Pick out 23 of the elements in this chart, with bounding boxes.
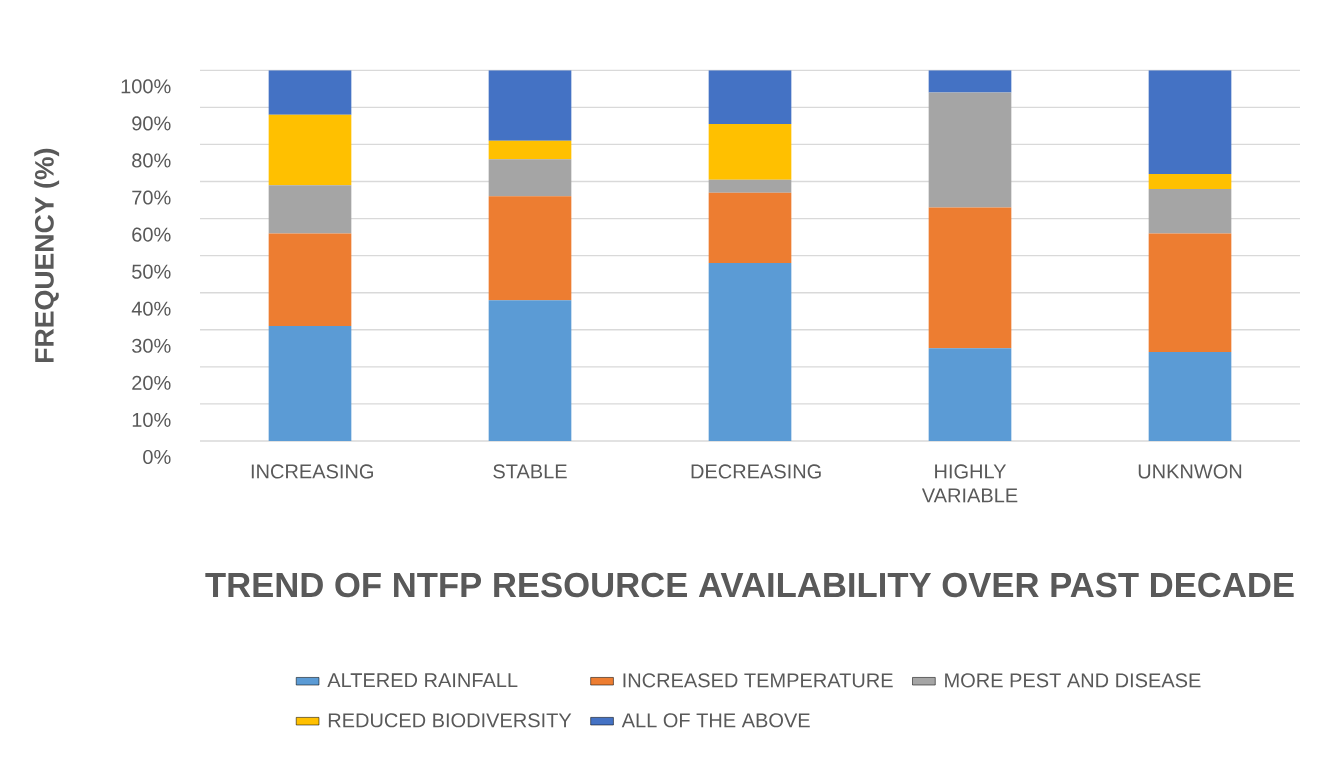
y-tick-label: 20%: [132, 375, 171, 390]
x-tick-label: STABLE: [493, 464, 567, 479]
y-tick-label: 40%: [131, 301, 171, 316]
y-axis-title: FREQUENCY (%): [34, 148, 60, 363]
y-tick-label: 30%: [132, 338, 171, 353]
x-axis-title: TREND OF NTFP RESOURCE AVAILABILITY OVER PAST DECADE: [205, 572, 1294, 598]
legend-label: REDUCED BIODIVERSITY: [328, 713, 572, 728]
legend-label: INCREASED TEMPERATURE: [623, 673, 893, 688]
legend-label: MORE PEST AND DISEASE: [945, 673, 1201, 688]
y-tick-label: 90%: [132, 116, 171, 131]
x-tick-label: HIGHLY VARIABLE: [921, 464, 1018, 503]
y-tick-label: 70%: [132, 190, 171, 205]
x-tick-label: INCREASING: [251, 464, 373, 479]
y-tick-label: 100%: [121, 79, 171, 94]
y-tick-label: 60%: [132, 227, 171, 242]
y-tick-label: 80%: [132, 153, 171, 168]
legend-label: ALTERED RAINFALL: [327, 673, 518, 688]
x-tick-label: DECREASING: [691, 464, 821, 479]
legend-label: ALL OF THE ABOVE: [621, 713, 810, 728]
y-tick-label: 10%: [132, 412, 171, 427]
y-tick-label: 50%: [132, 264, 171, 279]
x-tick-label: UNKNWON: [1138, 464, 1242, 479]
y-tick-label: 0%: [143, 449, 171, 465]
